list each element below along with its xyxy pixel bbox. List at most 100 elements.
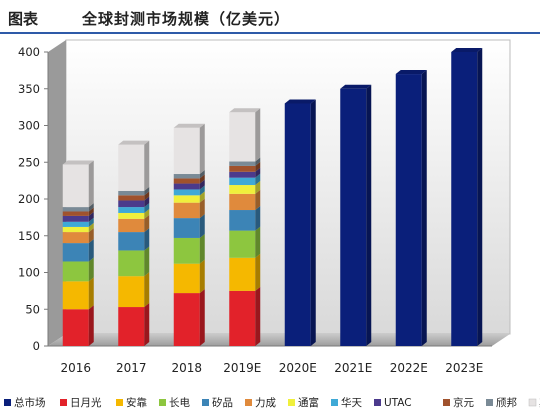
bar-side [199, 179, 205, 190]
x-tick-label: 2021E [334, 361, 372, 375]
bar-side [144, 272, 150, 308]
legend-item: 华天 [331, 396, 362, 409]
bar-side [199, 214, 205, 238]
bar-segment [62, 277, 94, 310]
floor [48, 334, 510, 346]
legend-swatch [443, 399, 450, 406]
bar-segment [118, 272, 150, 308]
bar-segment [118, 203, 150, 213]
bar-face [62, 207, 89, 212]
bar-segment [173, 185, 205, 196]
x-tick-label: 2019E [223, 361, 261, 375]
bar-face [229, 210, 256, 231]
bar-face [118, 212, 145, 219]
bar-segment [340, 84, 372, 346]
legend-swatch [4, 399, 11, 406]
legend-swatch [486, 399, 493, 406]
bar-face [173, 202, 200, 219]
legend-item: UTAC [374, 397, 412, 409]
bar-face [173, 263, 200, 294]
bar-side [199, 123, 205, 175]
x-tick-label: 2017 [116, 361, 147, 375]
bar-face [173, 174, 200, 179]
bar-face [229, 290, 256, 346]
bar-face [118, 207, 145, 213]
bar-segment [173, 123, 205, 175]
bar-segment [173, 198, 205, 219]
bar-face [229, 185, 256, 194]
bar-side [199, 233, 205, 264]
bar-face [118, 276, 145, 308]
figure-label: 图表 [8, 10, 39, 28]
bar-side [255, 108, 261, 162]
bar-side [144, 303, 150, 346]
bar-face [62, 226, 89, 233]
bar-side [144, 246, 150, 277]
bar-side [144, 196, 150, 208]
bar-side [88, 239, 94, 262]
bar-face [229, 193, 256, 211]
y-tick-label: 50 [25, 302, 40, 316]
bar-segment [62, 217, 94, 227]
legend-item: 日月光 [60, 396, 102, 409]
bar-side [199, 174, 205, 184]
bar-top [340, 84, 372, 89]
y-tick-label: 200 [18, 192, 40, 206]
bar-face [395, 74, 422, 347]
bar-face [229, 161, 256, 166]
legend-item: 总市场 [4, 396, 46, 409]
bar-face [229, 112, 256, 162]
bar-segment [229, 181, 261, 194]
legend-item: 京元 [443, 396, 474, 409]
figure-header: 图表 全球封测市场规模（亿美元） [0, 0, 540, 36]
bar-side [366, 84, 372, 346]
bar-side [144, 186, 150, 196]
bar-side [88, 207, 94, 216]
bar-face [62, 164, 89, 208]
bar-segment [451, 48, 483, 346]
bar-segment [229, 161, 261, 172]
bar-face [118, 195, 145, 201]
bar-top [229, 108, 261, 113]
bar-segment [118, 191, 150, 201]
legend-swatch [245, 399, 252, 406]
legend-swatch [116, 399, 123, 406]
bar-segment [118, 228, 150, 251]
bar-side [421, 70, 427, 347]
bar-top [62, 160, 94, 165]
bar-side [88, 217, 94, 227]
bar-face [62, 215, 89, 222]
bar-side [144, 140, 150, 191]
bar-segment [62, 211, 94, 222]
legend-label: 长电 [169, 396, 190, 409]
bar-side [310, 99, 316, 346]
bar-face [229, 165, 256, 172]
bar-face [173, 178, 200, 184]
bar-segment [173, 233, 205, 264]
bar-segment [229, 206, 261, 231]
legend-label: 力成 [255, 396, 276, 409]
bar-face [340, 88, 367, 346]
legend-item: 颀邦 [486, 396, 517, 409]
legend-label: 日月光 [70, 396, 102, 409]
bar-face [173, 195, 200, 203]
bar-side [255, 181, 261, 194]
bar-face [62, 211, 89, 216]
bar-segment [229, 167, 261, 178]
bar-side [199, 185, 205, 196]
bar-side [199, 198, 205, 219]
legend-swatch [374, 399, 381, 406]
bar-side [255, 189, 261, 211]
bar-face [173, 183, 200, 190]
legend-item: 长电 [159, 396, 190, 409]
bar-top [173, 123, 205, 128]
bar-segment [118, 214, 150, 233]
bar-face [173, 237, 200, 264]
legend-swatch [528, 398, 537, 407]
legend-label: 通富 [298, 396, 319, 409]
bar-side [477, 48, 483, 346]
bar-face [173, 189, 200, 196]
bar-segment [118, 140, 150, 191]
legend-swatch [159, 399, 166, 406]
bar-face [118, 307, 145, 346]
